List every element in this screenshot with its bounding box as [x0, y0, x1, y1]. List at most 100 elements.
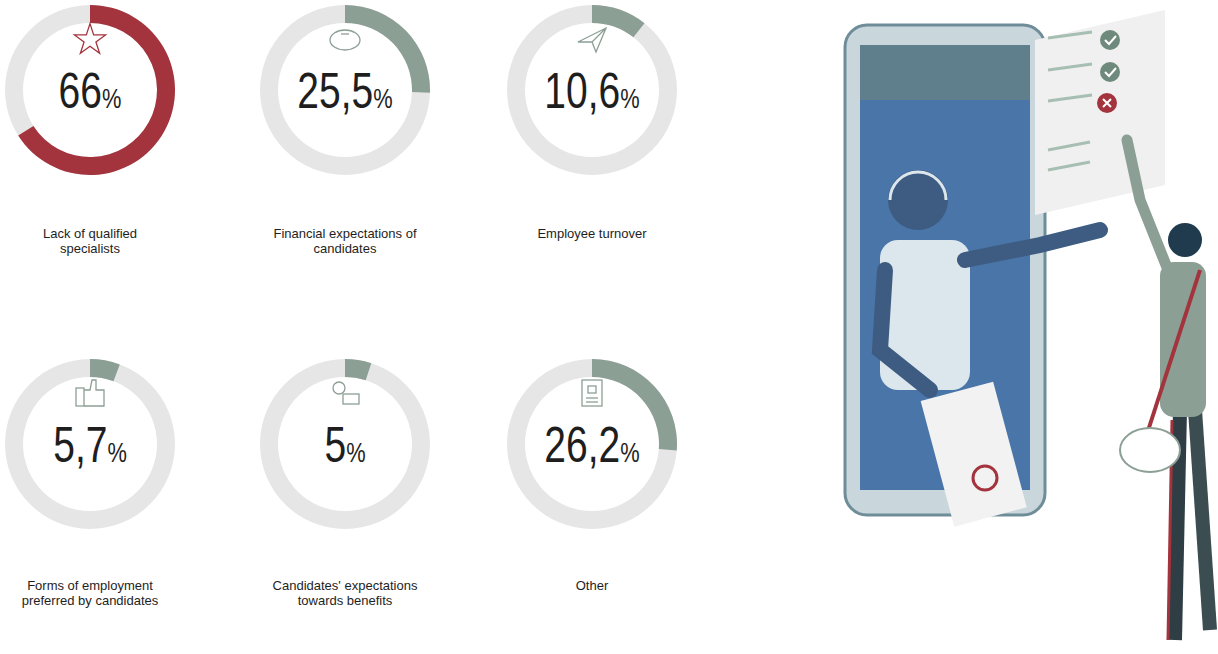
checklist-mark	[1100, 62, 1120, 82]
donut: 25,5% Financial expectations ofcandidates	[260, 5, 430, 256]
donut: 26,2% Other	[507, 359, 677, 593]
illustration	[845, 10, 1210, 640]
checklist-card	[1035, 10, 1165, 215]
value-number: 10,6	[544, 62, 620, 119]
icon	[582, 380, 602, 406]
icon-piggy	[330, 30, 360, 50]
woman-leg	[1195, 410, 1210, 630]
checklist-mark	[1100, 30, 1120, 50]
icon-clipboard-line	[586, 401, 598, 402]
donut: 5,7% Forms of employmentpreferred by cand…	[5, 359, 175, 608]
donut-arc	[592, 5, 645, 37]
category-label: Lack of qualifiedspecialists	[43, 226, 137, 256]
value-number: 5	[324, 416, 346, 473]
value-label: 26,2%	[544, 416, 639, 473]
woman-body	[1160, 262, 1206, 417]
icon-piggy-slot	[341, 33, 349, 34]
icon-clipboard-line	[586, 397, 598, 398]
icon	[333, 382, 359, 404]
value-unit: %	[620, 82, 639, 113]
marks	[90, 359, 120, 381]
icon-star	[74, 24, 105, 54]
value-number: 26,2	[544, 416, 620, 473]
value-unit: %	[107, 436, 126, 467]
ring-track	[5, 5, 175, 175]
ring-track	[260, 359, 430, 529]
value-label: 66%	[59, 62, 122, 119]
checklist-glyph	[1105, 36, 1116, 44]
value-label: 5,7%	[53, 416, 127, 473]
label-line: Candidates' expectations	[273, 578, 418, 593]
donut: 10,6% Employee turnover	[507, 5, 677, 241]
label-line: Other	[576, 578, 609, 593]
robot-body	[880, 240, 970, 390]
certificate-seal	[973, 466, 997, 490]
chart: 66% Lack of qualifiedspecialists 25,5% Fina…	[0, 0, 1218, 654]
icon	[330, 30, 360, 50]
checklist-mark	[1097, 93, 1117, 113]
value-unit: %	[102, 82, 121, 113]
robot-arm	[965, 230, 1100, 260]
marks	[18, 5, 175, 175]
label-line: towards benefits	[298, 593, 393, 608]
icon	[76, 380, 104, 406]
value-unit: %	[346, 436, 365, 467]
donut: 5% Candidates' expectationstowards benefi…	[260, 359, 430, 608]
icon	[74, 24, 105, 54]
category-label: Financial expectations ofcandidates	[273, 226, 416, 256]
value-number: 25,5	[297, 62, 373, 119]
woman-head	[1168, 223, 1202, 257]
value-unit: %	[373, 82, 392, 113]
certificate	[921, 382, 1027, 527]
category-label: Candidates' expectationstowards benefits	[273, 578, 418, 608]
category-label: Employee turnover	[537, 226, 647, 241]
icon-clipboard	[582, 380, 602, 406]
checklist-line	[1048, 142, 1090, 150]
label-line: Employee turnover	[537, 226, 647, 241]
bag-strap	[1145, 270, 1200, 440]
robot-arm-left	[880, 270, 930, 390]
value-label: 10,6%	[544, 62, 639, 119]
icon-plane	[578, 28, 606, 52]
ring-track	[507, 5, 677, 175]
marks	[592, 5, 645, 37]
checklist-line	[1048, 64, 1092, 70]
checklist-line	[1048, 32, 1092, 38]
icon-thumb-hand	[84, 380, 104, 406]
ring-track	[5, 359, 175, 529]
icon-bulb	[333, 382, 345, 394]
category-label: Forms of employmentpreferred by candidat…	[22, 578, 159, 608]
checklist-glyph	[1105, 68, 1116, 76]
robot-headset	[890, 172, 946, 200]
ring-track	[260, 5, 430, 175]
value-label: 5%	[324, 416, 365, 473]
label-line: preferred by candidates	[22, 593, 159, 608]
label-line: Lack of qualified	[43, 226, 137, 241]
donut-arc	[90, 359, 120, 381]
checklist-glyph	[1103, 99, 1111, 107]
value-label: 25,5%	[297, 62, 392, 119]
icon	[578, 28, 606, 52]
phone-topbar	[860, 45, 1030, 100]
checklist-line	[1048, 95, 1092, 101]
donut-arc	[345, 359, 371, 380]
robot-head	[888, 170, 948, 230]
bag	[1120, 428, 1180, 472]
label-line: Forms of employment	[27, 578, 153, 593]
checklist-line	[1048, 162, 1090, 170]
icon-clipboard-photo	[588, 386, 596, 393]
donut-arc	[18, 5, 175, 175]
category-label: Other	[576, 578, 609, 593]
ring-track	[507, 359, 677, 529]
woman-arm	[1127, 140, 1170, 275]
icon-thumb	[76, 388, 84, 406]
value-unit: %	[620, 436, 639, 467]
icon-laptop	[343, 394, 359, 404]
label-line: Financial expectations of	[273, 226, 416, 241]
value-number: 66	[59, 62, 102, 119]
value-number: 5,7	[53, 416, 107, 473]
donut: 66% Lack of qualifiedspecialists	[5, 5, 175, 256]
label-line: specialists	[60, 241, 120, 256]
label-line: candidates	[314, 241, 377, 256]
marks	[345, 359, 371, 380]
